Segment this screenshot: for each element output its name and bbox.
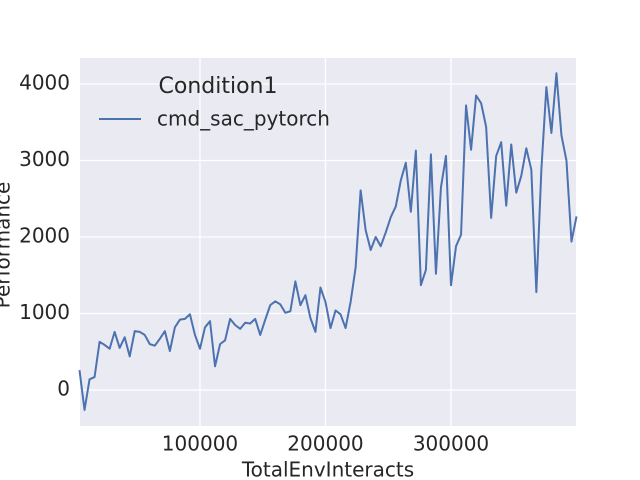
legend: Condition1 cmd_sac_pytorch — [99, 74, 330, 131]
y-tick-label: 0 — [57, 377, 70, 401]
legend-label: cmd_sac_pytorch — [157, 107, 330, 131]
plot-area — [80, 58, 576, 426]
y-tick-label: 2000 — [19, 224, 70, 248]
x-axis-label: TotalEnvInteracts — [241, 458, 414, 480]
legend-title: Condition1 — [159, 74, 278, 99]
y-tick-label: 4000 — [19, 71, 70, 95]
x-tick-label: 300000 — [413, 432, 489, 456]
data-line — [78, 72, 578, 411]
y-axis-label: Performance — [0, 182, 15, 309]
x-tick-label: 100000 — [162, 432, 238, 456]
y-tick-label: 3000 — [19, 147, 70, 171]
grid — [80, 58, 576, 426]
y-tick-label: 1000 — [19, 300, 70, 324]
lines — [78, 72, 578, 411]
x-tick-label: 200000 — [287, 432, 363, 456]
